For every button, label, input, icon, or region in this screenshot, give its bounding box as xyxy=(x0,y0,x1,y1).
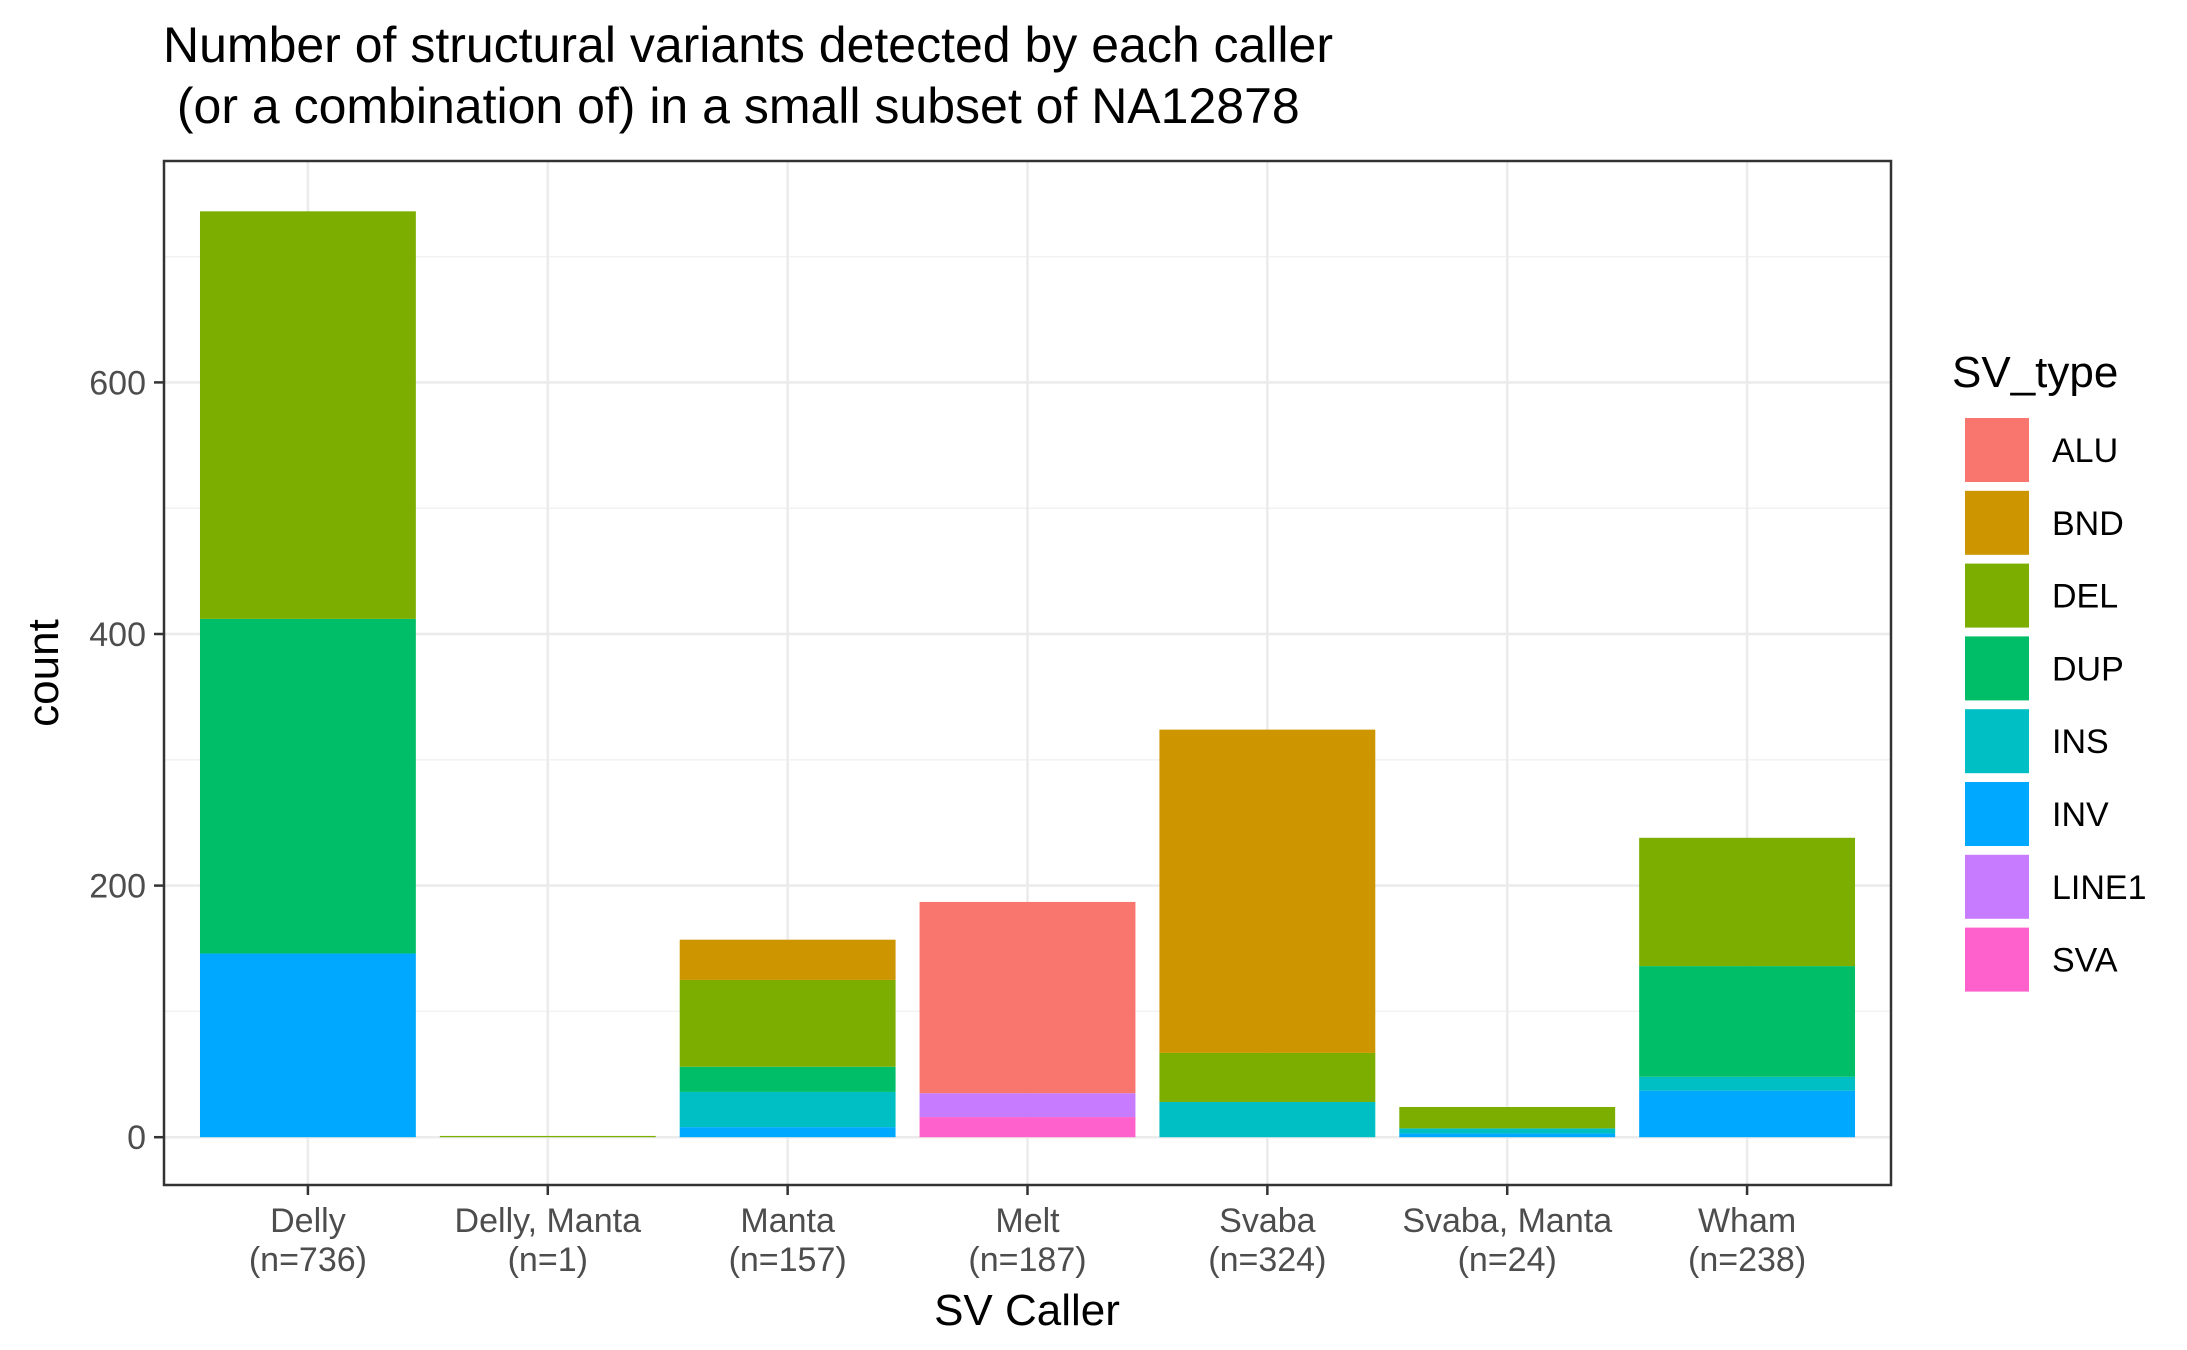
y-tick-label: 200 xyxy=(89,868,146,906)
legend-label: INS xyxy=(2052,723,2109,761)
bar-sva xyxy=(919,1117,1136,1138)
legend-key-bnd xyxy=(1965,490,2029,555)
x-tick-count-label: (n=24) xyxy=(1458,1241,1557,1279)
x-axis-title: SV Caller xyxy=(934,1286,1120,1335)
x-tick-count-label: (n=324) xyxy=(1208,1241,1326,1279)
bar-del xyxy=(199,211,416,619)
x-tick-label: Delly xyxy=(270,1202,346,1240)
x-axis: Delly(n=736) Delly, Manta(n=1) Manta(n=157… xyxy=(249,1185,1806,1279)
x-tick-count-label: (n=238) xyxy=(1688,1241,1806,1279)
bar-del xyxy=(439,1135,656,1138)
bar-del xyxy=(679,979,896,1067)
bar-bnd xyxy=(679,939,896,980)
bar-inv xyxy=(199,953,416,1138)
legend-label: SVA xyxy=(2052,942,2118,980)
x-tick-count-label: (n=157) xyxy=(729,1241,847,1279)
x-tick-count-label: (n=187) xyxy=(968,1241,1086,1279)
legend-key-del xyxy=(1965,563,2029,628)
legend-label: DUP xyxy=(2052,650,2124,688)
y-axis: 0 200 400 600 xyxy=(89,364,164,1157)
bars xyxy=(199,211,1856,1138)
y-axis-title: count xyxy=(19,619,68,727)
bar-inv xyxy=(1639,1090,1856,1138)
chart-title-line2: (or a combination of) in a small subset … xyxy=(163,78,1300,134)
legend: SV_type ALU BND DEL DUP INS INV LINE1 SVA xyxy=(1952,348,2147,992)
legend-label: DEL xyxy=(2052,578,2118,616)
bar-ins xyxy=(1159,1101,1376,1138)
x-tick-label: Melt xyxy=(995,1202,1060,1240)
x-tick-count-label: (n=736) xyxy=(249,1241,367,1279)
bar-del xyxy=(1639,837,1856,967)
bar-ins xyxy=(1399,1128,1616,1134)
x-tick-count-label: (n=1) xyxy=(508,1241,588,1279)
bar-bnd xyxy=(1159,729,1376,1053)
bar-dup xyxy=(679,1066,896,1092)
legend-label: BND xyxy=(2052,505,2124,543)
legend-key-ins xyxy=(1965,709,2029,774)
legend-key-alu xyxy=(1965,418,2029,482)
bar-inv xyxy=(679,1127,896,1138)
x-tick-label: Svaba, Manta xyxy=(1402,1202,1612,1240)
bar-dup xyxy=(199,618,416,954)
legend-key-sva xyxy=(1965,927,2029,992)
x-tick-label: Svaba xyxy=(1219,1202,1315,1240)
bar-inv xyxy=(1399,1133,1616,1138)
bar-line1 xyxy=(919,1093,1136,1118)
y-tick-label: 0 xyxy=(127,1119,146,1157)
legend-title: SV_type xyxy=(1952,348,2118,397)
legend-label: INV xyxy=(2052,796,2109,834)
y-tick-label: 600 xyxy=(89,364,146,402)
bar-ins xyxy=(679,1091,896,1128)
chart-title-line1: Number of structural variants detected b… xyxy=(163,17,1333,73)
legend-key-inv xyxy=(1965,782,2029,846)
bar-del xyxy=(1399,1107,1616,1129)
legend-key-dup xyxy=(1965,636,2029,701)
bar-alu xyxy=(919,901,1136,1094)
legend-key-line1 xyxy=(1965,854,2029,919)
plot-panel xyxy=(162,159,1893,1187)
bar-del xyxy=(1159,1052,1376,1102)
x-tick-label: Manta xyxy=(740,1202,835,1240)
legend-label: LINE1 xyxy=(2052,869,2147,907)
x-tick-label: Wham xyxy=(1698,1202,1796,1240)
legend-label: ALU xyxy=(2052,432,2118,470)
bar-ins xyxy=(1639,1076,1856,1091)
x-tick-label: Delly, Manta xyxy=(455,1202,642,1240)
bar-dup xyxy=(1639,966,1856,1077)
y-tick-label: 400 xyxy=(89,616,146,654)
